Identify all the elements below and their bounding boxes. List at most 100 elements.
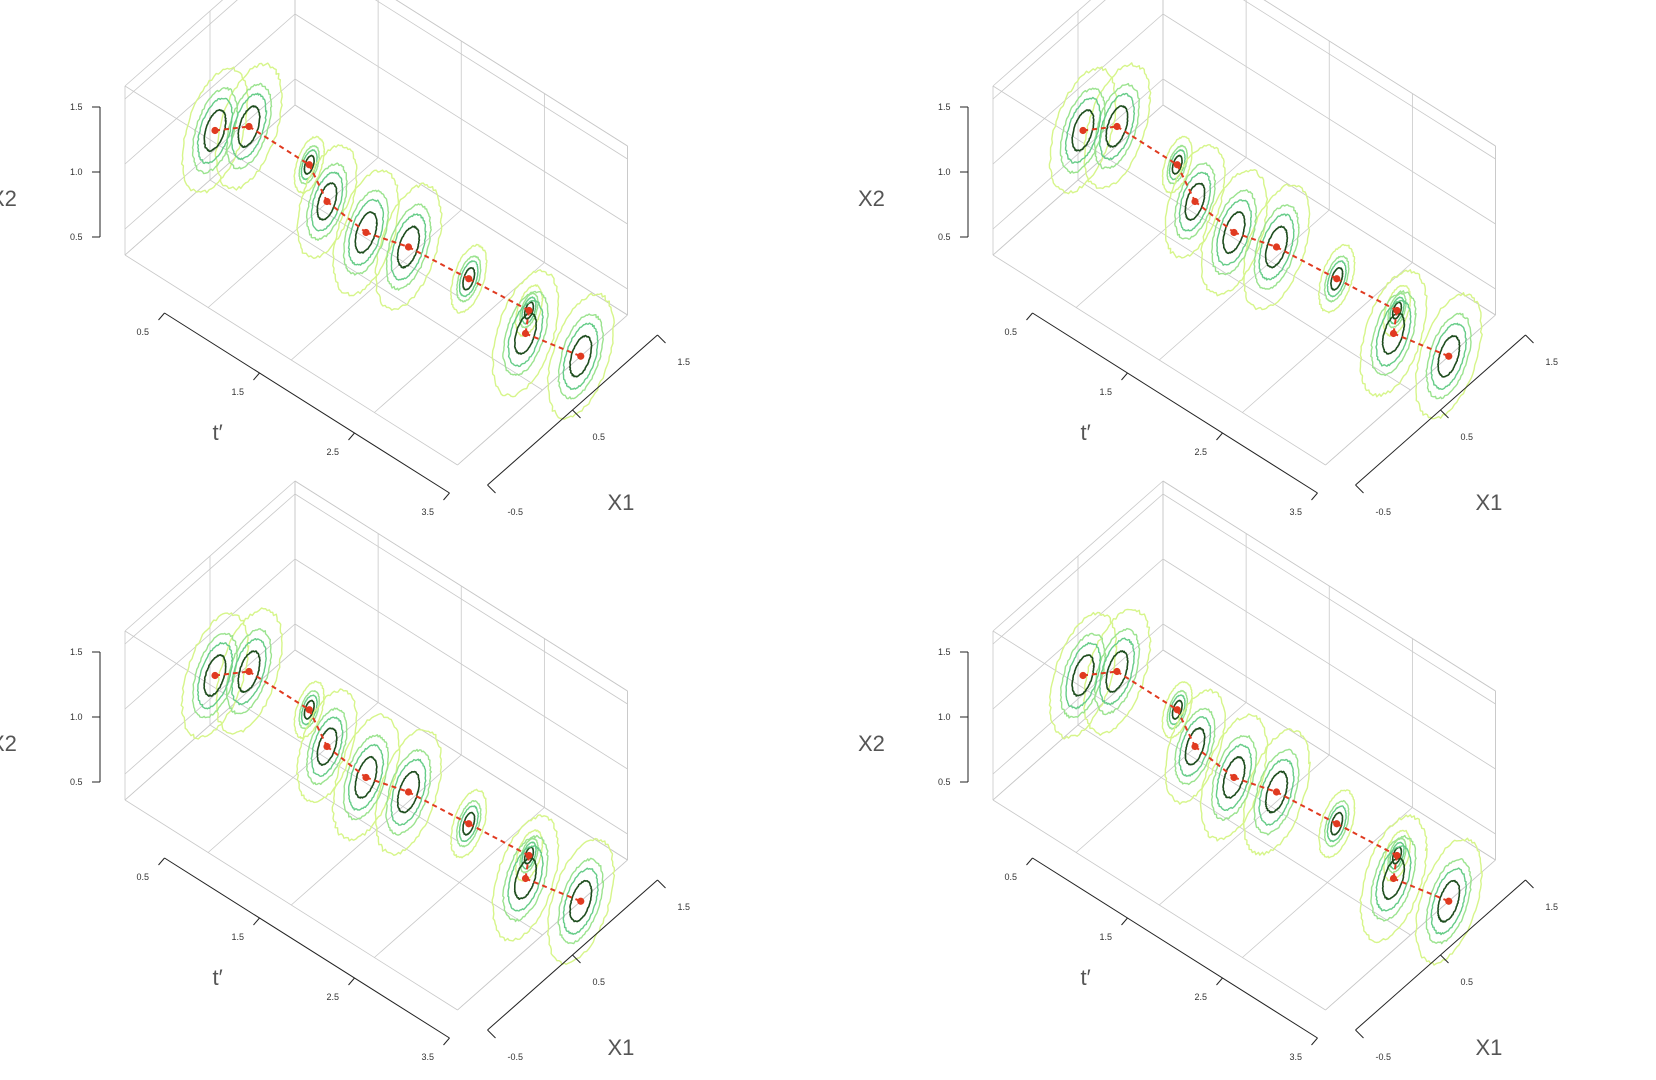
contour-line (1222, 211, 1246, 255)
grid-line (992, 630, 1326, 842)
mode-point (1445, 352, 1453, 360)
x2-axis-label: X2 (858, 186, 885, 211)
grid-line (294, 493, 628, 705)
contour-line (303, 154, 315, 175)
mode-path-group (1079, 122, 1453, 360)
mode-point (465, 820, 473, 828)
contour-line (456, 800, 482, 848)
contour-line (1370, 290, 1417, 377)
contour-line (347, 198, 385, 266)
x1-tick (657, 879, 666, 889)
contour-line (521, 296, 537, 325)
contour-line (1437, 879, 1461, 923)
contour-line (342, 189, 390, 276)
contour-line (557, 313, 604, 400)
t-axis-label: t′ (213, 965, 223, 990)
grid-line (1162, 623, 1496, 835)
t-tick (1216, 432, 1223, 441)
t-tick (1311, 1037, 1318, 1046)
grid-line (124, 254, 458, 466)
t-tick (1121, 917, 1128, 926)
contour-line (519, 292, 539, 329)
x1-tick-label: -0.5 (1376, 507, 1392, 517)
chart-panel-top-left: 0.5 1.0 1.5 X2 0.5 1.5 2.5 3.5 t′ -0.5 0.5 1.5 X1 (0, 0, 690, 517)
contour-line (1215, 743, 1253, 811)
contour-line (310, 716, 344, 777)
axes-group: 0.5 1.0 1.5 X2 0.5 1.5 2.5 3.5 t′ -0.5 0.5 1.5 X1 (858, 647, 1558, 1062)
chart-panel-top-right: 0.5 1.0 1.5 X2 0.5 1.5 2.5 3.5 t′ -0.5 0.5 1.5 X1 (858, 0, 1558, 517)
contour-line (230, 92, 268, 161)
mode-point (1389, 874, 1398, 883)
mode-point (521, 874, 530, 883)
grid-line (294, 104, 628, 316)
t-tick (443, 492, 450, 501)
axes-group: 0.5 1.0 1.5 X2 0.5 1.5 2.5 3.5 t′ -0.5 0.5 1.5 X1 (0, 647, 690, 1062)
mode-point (525, 306, 533, 315)
grid-line (294, 13, 628, 225)
grid-line (1162, 78, 1496, 290)
contour-line (519, 837, 539, 874)
t-tick (1311, 492, 1318, 501)
mode-point (1113, 122, 1121, 131)
contour-line (1258, 758, 1295, 826)
mode-path-segment (1276, 791, 1338, 825)
contour-line (237, 105, 261, 149)
mode-point (305, 161, 313, 169)
contour-line (502, 290, 549, 376)
contour-line (491, 269, 560, 398)
contour-line (1242, 728, 1311, 856)
contour-line (310, 171, 344, 232)
grid-line (457, 859, 628, 1011)
contour-line (1253, 748, 1300, 836)
contour-line (374, 182, 443, 311)
mode-point (1393, 306, 1401, 315)
mode-point (1393, 851, 1401, 860)
contour-line (196, 97, 234, 165)
mode-path-segment (214, 670, 250, 677)
contour-line (180, 612, 250, 740)
contour-line (1323, 255, 1350, 303)
x1-axis-label: X1 (608, 1035, 635, 1060)
contour-line (1048, 611, 1118, 740)
mode-path-segment (1393, 877, 1450, 903)
mode-point (305, 706, 313, 714)
mode-path-segment (468, 822, 530, 857)
t-tick-label: 1.5 (232, 932, 245, 942)
mode-point (323, 197, 331, 206)
x1-tick (1440, 409, 1449, 419)
x1-tick-label: 1.5 (1546, 357, 1559, 367)
mode-path-group (211, 667, 585, 905)
contour-line (225, 628, 273, 715)
mode-point (1445, 897, 1453, 905)
x2-tick-label: 0.5 (70, 777, 83, 787)
contour-line (1216, 199, 1252, 266)
contour-line (450, 243, 488, 314)
contour-line (316, 182, 338, 221)
t-tick (348, 977, 355, 986)
grid-line (294, 78, 628, 290)
x2-tick-label: 1.0 (938, 167, 951, 177)
grid-box (992, 0, 1496, 466)
contour-line (1222, 756, 1246, 799)
mode-point (465, 275, 473, 283)
x2-tick-label: 1.5 (70, 647, 83, 657)
x1-tick-label: 1.5 (678, 357, 691, 367)
contour-line (180, 66, 250, 194)
contour-line (1178, 716, 1212, 777)
contour-line (1330, 267, 1344, 291)
contour-line (1164, 688, 1226, 805)
x2-tick-label: 1.0 (70, 167, 83, 177)
t-axis-label: t′ (1081, 965, 1091, 990)
mode-path-segment (1392, 310, 1398, 334)
contour-group (180, 607, 616, 966)
contour-line (225, 82, 273, 170)
grid-line (294, 558, 628, 770)
contour-line (569, 334, 593, 378)
contour-line (303, 699, 315, 720)
mode-path-segment (1276, 246, 1338, 280)
contour-line (1391, 301, 1403, 320)
mode-path-segment (1392, 855, 1398, 879)
contour-line (1174, 162, 1217, 240)
mode-point (1113, 667, 1121, 676)
contour-line (1171, 699, 1183, 720)
